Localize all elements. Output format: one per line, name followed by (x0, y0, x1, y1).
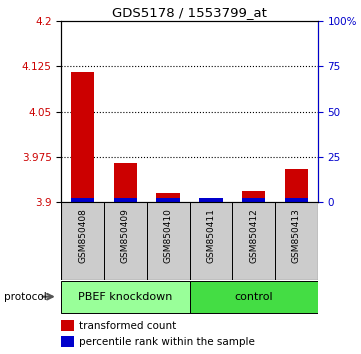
Text: PBEF knockdown: PBEF knockdown (78, 292, 173, 302)
Bar (156, 193, 180, 202)
Bar (147, 202, 190, 280)
Bar (190, 202, 232, 280)
Text: transformed count: transformed count (79, 321, 177, 331)
Bar (104, 202, 147, 280)
Text: protocol: protocol (4, 292, 46, 302)
Text: GSM850410: GSM850410 (164, 208, 173, 263)
Bar (61, 320, 74, 331)
Bar (61, 202, 104, 280)
Bar (190, 281, 318, 313)
Bar (275, 202, 318, 280)
Text: GSM850412: GSM850412 (249, 208, 258, 263)
Bar (199, 199, 223, 202)
Bar (114, 198, 137, 202)
Bar (232, 202, 275, 280)
Text: GSM850409: GSM850409 (121, 208, 130, 263)
Bar (114, 162, 137, 202)
Bar (199, 198, 223, 202)
Bar (61, 336, 74, 347)
Text: GSM850411: GSM850411 (206, 208, 216, 263)
Bar (284, 169, 308, 202)
Text: GSM850408: GSM850408 (78, 208, 87, 263)
Text: control: control (234, 292, 273, 302)
Bar (284, 198, 308, 202)
Text: percentile rank within the sample: percentile rank within the sample (79, 337, 255, 347)
Bar (242, 191, 265, 202)
Text: GSM850413: GSM850413 (292, 208, 301, 263)
Bar (242, 198, 265, 202)
Title: GDS5178 / 1553799_at: GDS5178 / 1553799_at (112, 6, 267, 19)
Bar (71, 72, 95, 202)
Bar (156, 198, 180, 202)
Bar (61, 281, 190, 313)
Bar (71, 198, 95, 202)
